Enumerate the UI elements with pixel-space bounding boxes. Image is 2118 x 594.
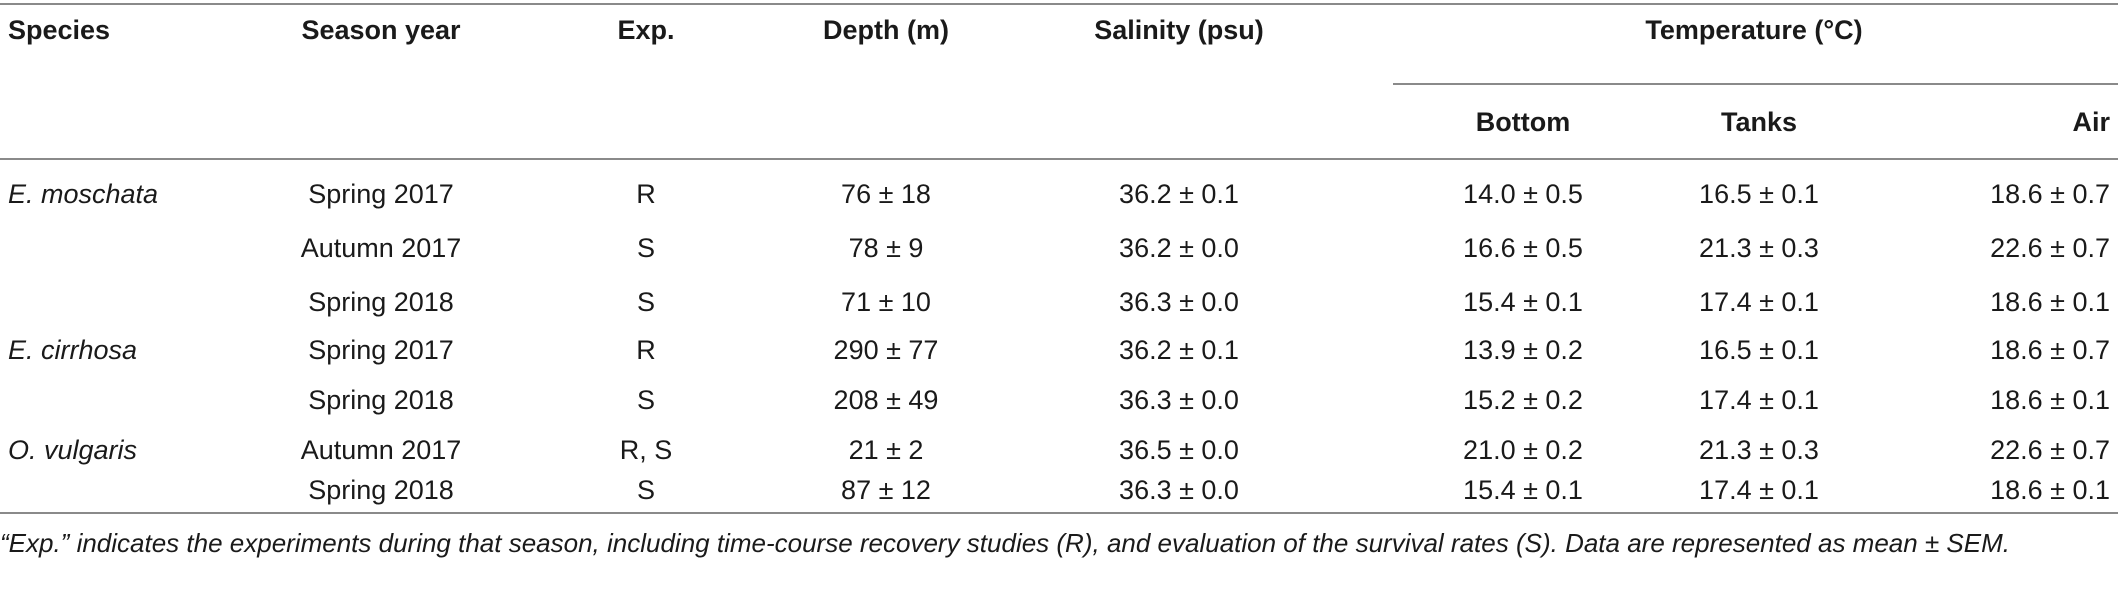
cell-air: 22.6 ± 0.7 bbox=[1990, 435, 2110, 465]
cell-depth: 290 ± 77 bbox=[833, 335, 939, 365]
cell-air: 18.6 ± 0.1 bbox=[1990, 385, 2110, 415]
cell-species: O. vulgaris bbox=[8, 435, 138, 465]
temperature-group-rule bbox=[1393, 83, 2118, 85]
header-bottom: Bottom bbox=[1475, 107, 1571, 137]
cell-season: Spring 2018 bbox=[308, 287, 454, 317]
cell-exp: R, S bbox=[619, 435, 673, 465]
cell-air: 18.6 ± 0.1 bbox=[1990, 475, 2110, 505]
cell-bottom: 16.6 ± 0.5 bbox=[1463, 233, 1583, 263]
cell-salinity: 36.3 ± 0.0 bbox=[1119, 475, 1239, 505]
cell-exp: R bbox=[636, 179, 656, 209]
cell-exp: S bbox=[636, 287, 656, 317]
cell-salinity: 36.5 ± 0.0 bbox=[1119, 435, 1239, 465]
cell-bottom: 21.0 ± 0.2 bbox=[1463, 435, 1583, 465]
cell-season: Spring 2018 bbox=[308, 385, 454, 415]
cell-depth: 78 ± 9 bbox=[848, 233, 924, 263]
cell-tanks: 17.4 ± 0.1 bbox=[1699, 475, 1819, 505]
header-air: Air bbox=[2072, 107, 2110, 137]
cell-season: Autumn 2017 bbox=[300, 435, 462, 465]
cell-bottom: 15.4 ± 0.1 bbox=[1463, 287, 1583, 317]
cell-season: Spring 2018 bbox=[308, 475, 454, 505]
cell-depth: 76 ± 18 bbox=[841, 179, 931, 209]
cell-bottom: 14.0 ± 0.5 bbox=[1463, 179, 1583, 209]
cell-bottom: 13.9 ± 0.2 bbox=[1463, 335, 1583, 365]
cell-tanks: 21.3 ± 0.3 bbox=[1699, 233, 1819, 263]
header-season-year: Season year bbox=[301, 15, 461, 45]
cell-salinity: 36.2 ± 0.0 bbox=[1119, 233, 1239, 263]
header-species: Species bbox=[8, 15, 111, 45]
cell-tanks: 16.5 ± 0.1 bbox=[1699, 179, 1819, 209]
cell-air: 22.6 ± 0.7 bbox=[1990, 233, 2110, 263]
header-depth: Depth (m) bbox=[823, 15, 949, 45]
table-top-rule bbox=[0, 3, 2118, 5]
header-tanks: Tanks bbox=[1720, 107, 1798, 137]
table-bottom-rule bbox=[0, 512, 2118, 514]
cell-depth: 71 ± 10 bbox=[841, 287, 931, 317]
header-temperature: Temperature (°C) bbox=[1645, 15, 1863, 45]
cell-tanks: 17.4 ± 0.1 bbox=[1699, 385, 1819, 415]
cell-depth: 208 ± 49 bbox=[833, 385, 939, 415]
cell-air: 18.6 ± 0.1 bbox=[1990, 287, 2110, 317]
cell-exp: R bbox=[636, 335, 656, 365]
cell-bottom: 15.2 ± 0.2 bbox=[1463, 385, 1583, 415]
cell-salinity: 36.3 ± 0.0 bbox=[1119, 385, 1239, 415]
cell-exp: S bbox=[636, 385, 656, 415]
cell-tanks: 17.4 ± 0.1 bbox=[1699, 287, 1819, 317]
cell-salinity: 36.3 ± 0.0 bbox=[1119, 287, 1239, 317]
cell-air: 18.6 ± 0.7 bbox=[1990, 335, 2110, 365]
cell-depth: 87 ± 12 bbox=[841, 475, 931, 505]
cell-season: Autumn 2017 bbox=[300, 233, 462, 263]
cell-depth: 21 ± 2 bbox=[848, 435, 924, 465]
cell-species: E. moschata bbox=[8, 179, 159, 209]
table-footnote: “Exp.” indicates the experiments during … bbox=[0, 528, 2010, 558]
cell-salinity: 36.2 ± 0.1 bbox=[1119, 179, 1239, 209]
cell-bottom: 15.4 ± 0.1 bbox=[1463, 475, 1583, 505]
cell-tanks: 16.5 ± 0.1 bbox=[1699, 335, 1819, 365]
header-exp: Exp. bbox=[617, 15, 675, 45]
cell-season: Spring 2017 bbox=[308, 179, 454, 209]
cell-exp: S bbox=[636, 475, 656, 505]
cell-species: E. cirrhosa bbox=[8, 335, 138, 365]
cell-season: Spring 2017 bbox=[308, 335, 454, 365]
header-salinity: Salinity (psu) bbox=[1094, 15, 1264, 45]
cell-tanks: 21.3 ± 0.3 bbox=[1699, 435, 1819, 465]
header-bottom-rule bbox=[0, 158, 2118, 160]
cell-air: 18.6 ± 0.7 bbox=[1990, 179, 2110, 209]
cell-salinity: 36.2 ± 0.1 bbox=[1119, 335, 1239, 365]
cell-exp: S bbox=[636, 233, 656, 263]
